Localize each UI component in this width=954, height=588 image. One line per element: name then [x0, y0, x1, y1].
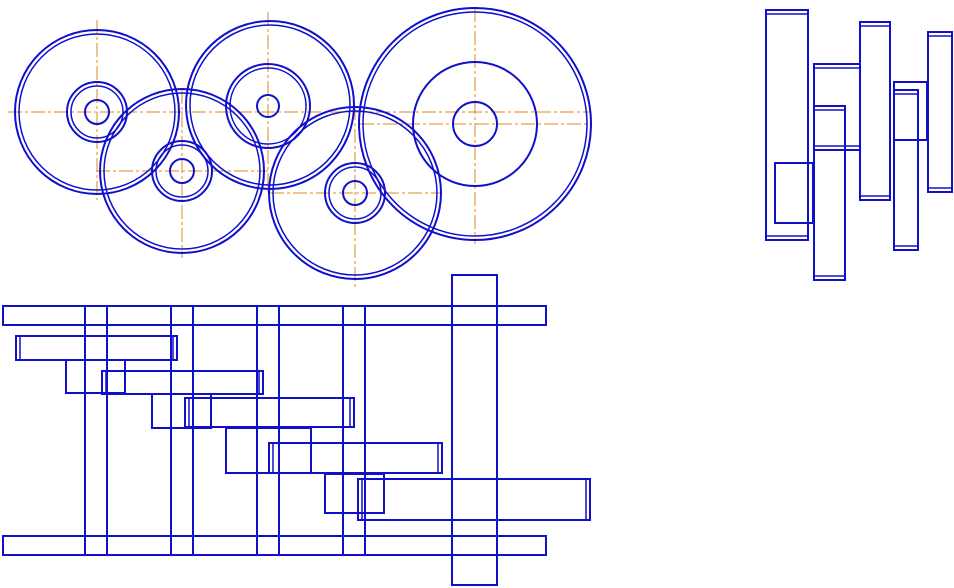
side-gear-3-inner [859, 25, 891, 197]
gear-d-outer-2 [272, 110, 438, 276]
gear-a-pinion-2 [70, 85, 124, 139]
gear-b-pinion [151, 140, 213, 202]
top-gear-2-inner [105, 370, 260, 395]
side-shaft-2 [813, 105, 846, 281]
top-gear-4-inner [272, 442, 439, 474]
gear-b-bore [169, 158, 195, 184]
top-pinion-1 [65, 359, 126, 394]
side-gear-1 [765, 9, 809, 241]
gear-b-outer-2 [103, 92, 261, 250]
gear-d-bore [342, 180, 368, 206]
gear-a-bore [84, 99, 110, 125]
top-gear-1-inner [19, 335, 174, 361]
gear-c-pinion [225, 63, 311, 149]
gear-c-bore [256, 94, 280, 118]
gear-e-hub [412, 61, 538, 187]
gear-b-outer [99, 88, 265, 254]
top-view [2, 274, 591, 586]
gear-e-outer-2 [362, 11, 588, 237]
center-lines [8, 8, 590, 288]
side-gear-5-inner [927, 35, 953, 189]
side-shaft-4-inner [893, 93, 919, 247]
side-gear-5 [927, 31, 953, 193]
front-view [8, 7, 592, 288]
top-gear-5 [357, 478, 591, 521]
gear-d-pinion [324, 162, 386, 224]
gear-a-outer [14, 29, 180, 195]
top-plate [2, 305, 547, 326]
top-pinion-2 [151, 393, 212, 429]
top-gear-5-inner [361, 478, 587, 521]
gear-c-pinion-2 [229, 67, 307, 145]
gear-b-pinion-2 [155, 144, 209, 198]
gear-e-bore [452, 101, 498, 147]
side-shaft-2-inner [813, 109, 846, 277]
gear-a-outer-2 [18, 33, 176, 191]
top-gear-1 [15, 335, 178, 361]
top-gear-2 [101, 370, 264, 395]
top-pinion-4 [324, 473, 385, 514]
gears [14, 7, 592, 280]
bottom-plate [2, 535, 547, 556]
gear-a-pinion [66, 81, 128, 143]
side-gear-1-inner [765, 13, 809, 237]
gear-e-outer [358, 7, 592, 241]
side-view [765, 9, 953, 281]
top-gear-4 [268, 442, 443, 474]
gear-d-outer [268, 106, 442, 280]
gear-c-outer-2 [189, 24, 351, 186]
side-gear-3 [859, 21, 891, 201]
output-shaft [451, 274, 498, 586]
gear-c-outer [185, 20, 355, 190]
side-shaft-4 [893, 89, 919, 251]
top-gear-3-inner [188, 397, 351, 428]
